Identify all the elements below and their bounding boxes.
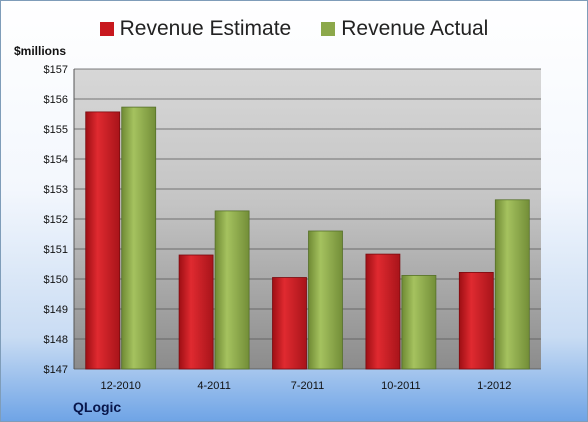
y-tick-label: $157 [44,64,68,76]
bar-revenue-estimate [85,111,121,370]
bar-revenue-estimate [272,277,307,370]
bar-revenue-actual [214,210,250,370]
y-tick-label: $156 [44,94,68,106]
company-name: QLogic [73,399,122,415]
y-tick-label: $150 [44,274,68,286]
x-tick-label: 7-2011 [291,380,324,392]
bar-revenue-estimate [178,254,214,370]
legend-label-actual: Revenue Actual [341,17,489,40]
legend-swatch-actual [321,22,336,36]
x-tick-label: 10-2011 [381,380,421,392]
y-tick-label: $154 [44,154,68,166]
y-tick-label: $155 [44,124,68,136]
y-tick-label: $149 [44,304,68,316]
legend-swatch-estimate [99,22,114,36]
y-tick-label: $148 [44,334,68,346]
y-axis-title: $millions [14,44,67,58]
bar-revenue-actual [401,274,437,370]
y-tick-label: $153 [44,184,68,196]
x-tick-label: 4-2011 [197,380,230,392]
y-tick-label: $147 [44,364,68,376]
bar-revenue-estimate [365,253,401,370]
legend-item-estimate: Revenue Estimate [99,17,292,41]
y-tick-label: $151 [44,244,68,256]
legend: Revenue Estimate Revenue Actual [1,17,587,41]
bar-revenue-estimate [458,271,494,370]
bar-revenue-actual [121,106,157,370]
legend-item-actual: Revenue Actual [321,17,488,41]
y-tick-label: $152 [44,214,68,226]
bar-revenue-actual [494,199,530,370]
bar-revenue-actual [308,230,343,370]
x-tick-label: 12-2010 [101,380,141,392]
legend-label-estimate: Revenue Estimate [119,17,292,40]
x-tick-label: 1-2012 [477,380,511,392]
